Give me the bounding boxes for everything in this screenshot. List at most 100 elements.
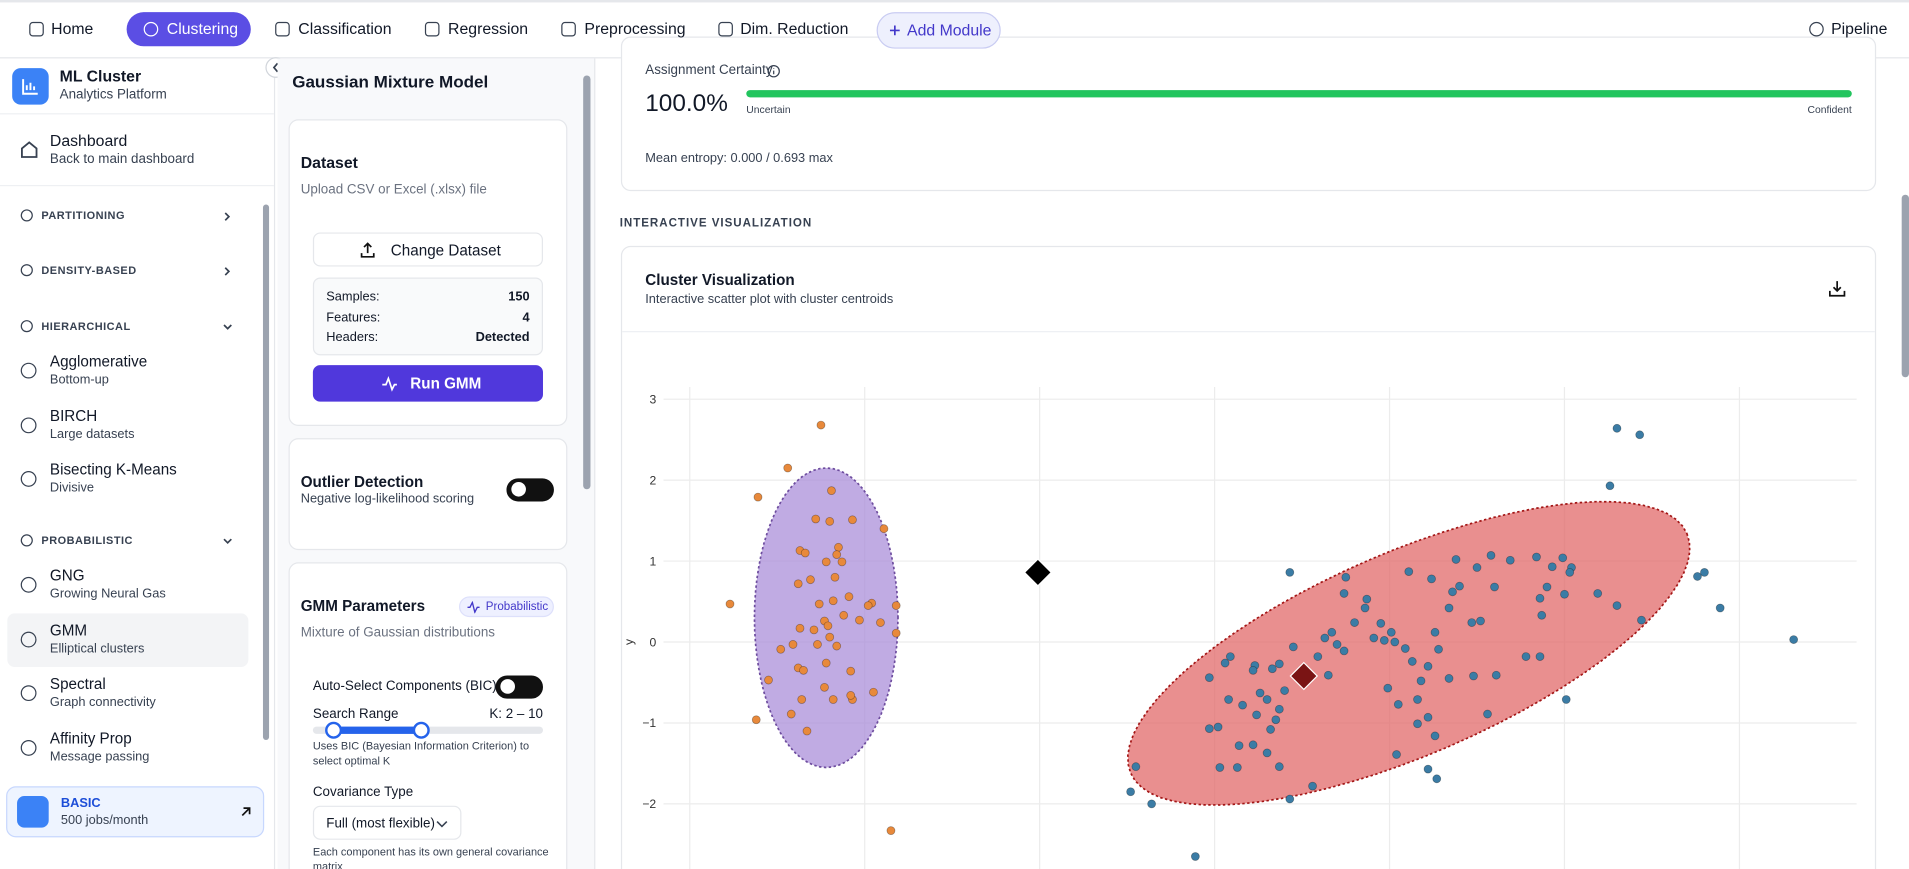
add-module-button[interactable]: Add Module [876,12,1001,49]
item-title[interactable]: BIRCH [49,407,98,425]
chevron [220,208,235,223]
certainty-track [746,90,1852,98]
data-point [828,695,838,704]
data-point [1341,572,1351,582]
sidebar-border [273,58,276,869]
nav-label: Add Module [907,20,992,39]
sidebar-scrollbar[interactable] [262,204,270,740]
data-point [846,666,856,676]
nav-item[interactable]: Classification [298,19,392,38]
item-title[interactable]: Affinity Prop [49,729,132,747]
data-point [1379,636,1389,645]
nav-item[interactable]: Preprocessing [584,19,686,38]
data-point [1537,610,1547,620]
section-header[interactable]: DENSITY-BASED [41,264,137,277]
data-point [1274,704,1284,714]
data-point [834,542,843,552]
section-header[interactable]: PROBABILISTIC [41,534,133,547]
covariance-select[interactable]: Full (most flexible) [312,805,462,840]
auto-select-label: Auto-Select Components (BIC) [312,679,497,694]
nav-item[interactable]: Regression [448,19,529,38]
y-tick-label: −1 [642,716,656,730]
plan-card[interactable] [6,786,265,838]
data-point [1392,750,1401,759]
data-point [1248,740,1258,750]
data-point [1413,695,1422,704]
section-header[interactable]: HIERARCHICAL [41,320,131,333]
data-point [725,599,735,609]
data-point [820,682,829,692]
slider-thumb[interactable] [412,721,430,739]
run-button[interactable]: Run GMM [312,365,543,402]
item-title[interactable]: Bisecting K-Means [49,461,177,479]
nav-item[interactable]: Pipeline [1831,19,1888,38]
data-point [1339,646,1349,656]
data-point [1715,603,1725,613]
icon [561,21,576,37]
toggle-knob [500,679,515,694]
main-scrollbar[interactable] [1901,194,1909,378]
divider [0,184,274,187]
run-icon [382,376,397,392]
plus [889,25,900,36]
nav-item[interactable]: Dim. Reduction [740,19,849,38]
data-point [1376,619,1386,628]
data-point [848,515,857,525]
data-point [793,579,803,589]
outlier-toggle[interactable] [506,478,554,502]
data-point [1252,710,1261,720]
y-tick-label: 3 [649,392,656,406]
data-point [1383,683,1393,693]
data-point [1271,715,1281,725]
data-point [832,550,842,559]
auto-select-toggle[interactable] [495,675,543,699]
panel-scrollbar[interactable] [583,75,591,490]
icon [275,21,290,37]
data-point [816,420,826,430]
item-title[interactable]: GMM [49,621,88,639]
data-point [1490,582,1499,592]
icon [718,21,733,37]
dataset-stats: Samples: 150 Features: 4 Headers: Detected [312,277,543,356]
download-icon[interactable] [1829,280,1846,297]
data-point [1266,725,1275,734]
data-point [1423,764,1433,774]
dashboard-link[interactable] [7,128,250,172]
data-point [1234,741,1244,751]
item-icon [20,685,37,702]
data-point [751,715,761,725]
info-icon[interactable] [767,64,780,78]
brand-subtitle: Analytics Platform [59,87,167,103]
data-point [1126,787,1136,797]
data-point [863,601,873,610]
data-point [1427,574,1436,584]
certainty-value: 100.0% [645,90,728,117]
data-point [1255,688,1265,698]
y-axis-label: y [622,638,636,645]
data-point [1593,589,1603,598]
certainty-label: Assignment Certainty [645,63,773,78]
slider-thumb[interactable] [325,721,343,739]
data-point [1390,637,1400,647]
covariance-note: Each component has its own general covar… [312,845,549,869]
data-point [1637,615,1646,625]
data-point [1320,633,1330,643]
icon [424,21,440,37]
item-title[interactable]: Agglomerative [49,352,148,370]
nav-item[interactable]: Home [51,19,94,38]
data-point [827,486,836,496]
item-icon [20,739,37,756]
data-point [1560,589,1569,599]
data-point [837,557,847,567]
y-tick-label: 0 [649,635,656,649]
section-header[interactable]: PARTITIONING [41,209,125,222]
nav-item-active[interactable]: Clustering [126,12,251,47]
data-point [1232,763,1242,772]
change-dataset-button[interactable]: Change Dataset [312,232,543,267]
toggle-knob [511,481,526,497]
item-title[interactable]: GNG [49,567,85,585]
data-point [1248,665,1258,675]
item-title[interactable]: Spectral [49,675,106,693]
data-point [1131,762,1141,772]
entropy: Mean entropy: 0.000 / 0.693 max [645,150,833,166]
